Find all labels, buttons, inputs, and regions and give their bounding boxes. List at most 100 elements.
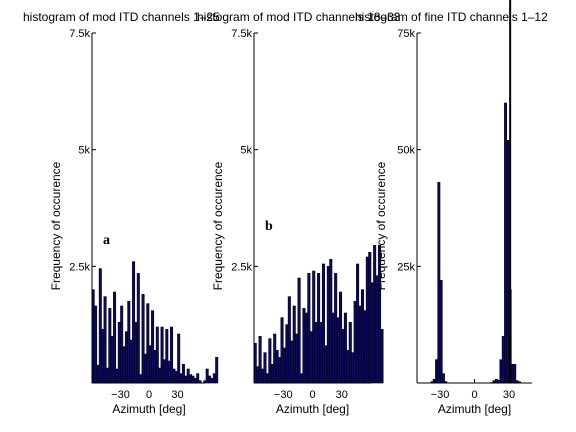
histogram-bar: [167, 360, 171, 384]
y-tick-label: 25k: [397, 261, 415, 273]
histogram-bar: [326, 266, 330, 384]
histogram-bar: [302, 308, 306, 384]
histogram-bar: [295, 333, 299, 384]
histogram-bar: [280, 317, 284, 384]
x-tick-label: 30: [171, 389, 183, 401]
histogram-bar: [504, 102, 507, 384]
histogram-bar: [108, 308, 112, 384]
histogram-bar: [136, 273, 140, 384]
x-axis-label: Azimuth [deg]: [438, 402, 511, 416]
histogram-bar: [258, 336, 262, 384]
x-tick-label: 0: [309, 389, 315, 401]
histogram-bar: [170, 326, 174, 384]
x-tick-label: 30: [336, 389, 348, 401]
panel-annotation: a: [103, 233, 110, 248]
histogram-bar: [160, 326, 164, 384]
histogram-bar: [148, 345, 152, 384]
histogram-bar: [501, 336, 505, 384]
histogram-bar: [363, 310, 367, 384]
histogram-bar: [307, 273, 311, 384]
histogram-bar: [348, 322, 352, 384]
histogram-bar: [158, 367, 162, 384]
histogram-bar: [105, 367, 109, 384]
histogram-bar: [510, 364, 514, 384]
histogram-bar: [268, 338, 272, 384]
histogram-bar: [122, 346, 126, 384]
histogram-bar: [208, 375, 212, 384]
histogram-bar: [181, 364, 185, 384]
histogram-bar: [285, 324, 289, 384]
histogram-bar: [439, 280, 443, 384]
histogram-bar: [321, 263, 325, 384]
histogram-bar: [115, 368, 119, 384]
histogram-bar: [193, 378, 197, 384]
y-tick-label: 2.5k: [231, 261, 252, 273]
panel-annotation: b: [265, 219, 273, 234]
histogram-bar: [346, 350, 350, 384]
y-tick-label: 50k: [397, 145, 415, 157]
histogram-bar: [432, 378, 436, 384]
histogram-bar: [319, 322, 323, 384]
histogram-bar: [437, 182, 441, 384]
histogram-bar: [375, 275, 379, 384]
histogram-bar: [292, 305, 296, 384]
histogram-bar: [300, 373, 304, 384]
histogram-bar: [94, 305, 98, 384]
x-tick-label: 0: [471, 389, 477, 401]
histogram-bar: [120, 305, 124, 384]
histogram-bar: [143, 353, 147, 384]
histogram-bar: [290, 340, 294, 384]
histogram-bar: [287, 296, 291, 384]
histogram-bar: [256, 366, 260, 384]
histogram-bar: [110, 336, 114, 384]
histogram-bar: [184, 375, 188, 384]
histogram-bar: [186, 368, 190, 384]
histogram-bar: [215, 357, 219, 384]
histogram-bar: [329, 259, 333, 384]
x-tick-label: 0: [146, 389, 152, 401]
histogram-bar: [101, 329, 105, 384]
histogram-bar: [370, 282, 374, 384]
subplot-title: histogram of mod ITD channels 18–33: [197, 10, 401, 24]
histogram-bar: [365, 256, 369, 384]
histogram-bar: [212, 373, 216, 384]
histogram-bar: [98, 268, 102, 384]
histogram-bar: [134, 322, 138, 384]
histogram-bar: [499, 359, 503, 384]
histogram-bar: [261, 368, 265, 384]
y-tick-label: 7.5k: [231, 28, 252, 40]
histogram-bar: [351, 352, 355, 384]
histogram-bar: [341, 329, 345, 384]
x-tick-label: 30: [503, 389, 515, 401]
histogram-bar: [278, 357, 282, 384]
histogram-bar: [506, 140, 510, 384]
histogram-bar: [210, 378, 214, 384]
histogram-bar: [117, 322, 121, 384]
histogram-bar: [339, 291, 343, 384]
histogram-bar: [153, 350, 157, 384]
histogram-bar: [380, 329, 384, 384]
histogram-bar: [205, 368, 209, 384]
y-tick-label: 5k: [78, 145, 90, 157]
histogram-bar: [132, 261, 136, 384]
histogram-bar: [146, 303, 150, 384]
histogram-bar: [324, 345, 328, 384]
histogram-bar: [141, 294, 145, 384]
histogram-bar: [172, 368, 176, 384]
histogram-bar: [343, 312, 347, 384]
histogram-bar: [124, 331, 128, 384]
histogram-bar: [368, 252, 372, 384]
histogram-bar: [334, 273, 338, 384]
y-axis-label: Frequency of occurence: [211, 161, 225, 290]
y-tick-label: 2.5k: [69, 261, 90, 273]
x-tick-label: −30: [111, 389, 130, 401]
x-tick-label: −30: [431, 389, 450, 401]
histogram-bar: [177, 333, 181, 384]
y-axis-label: Frequency of occurence: [49, 161, 63, 290]
histogram-bar: [179, 373, 183, 384]
histogram-bar: [494, 378, 498, 384]
